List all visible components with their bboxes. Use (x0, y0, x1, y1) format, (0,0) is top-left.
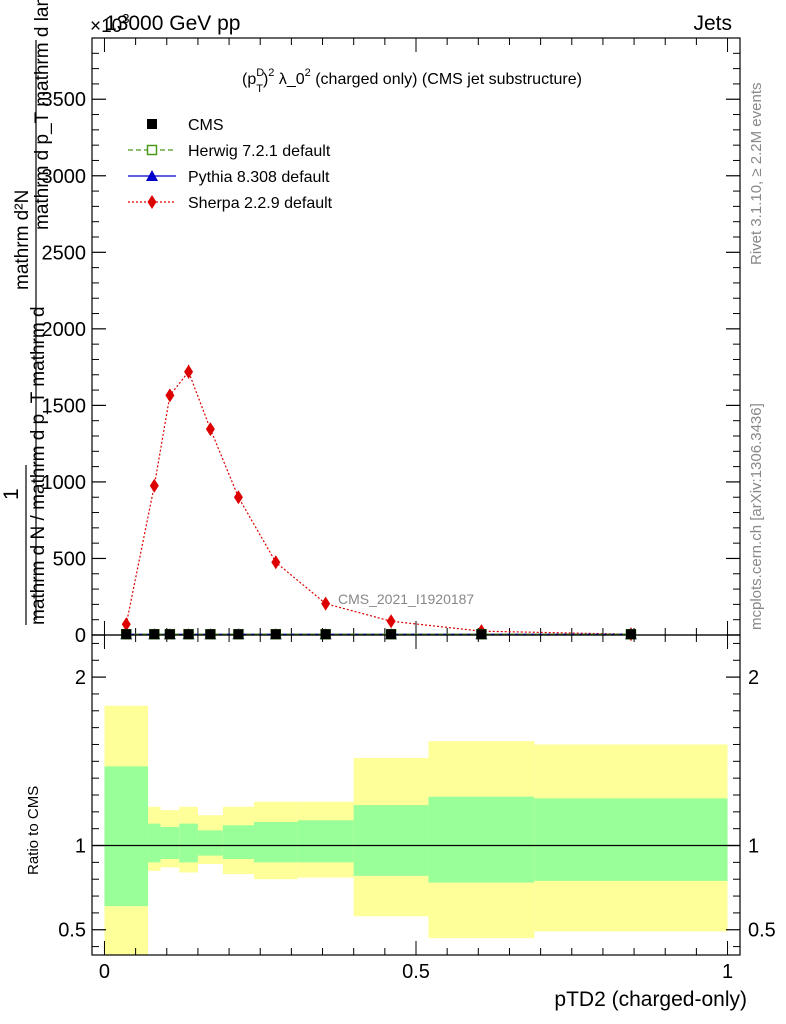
legend-label: CMS (188, 117, 224, 134)
ratio-band-inner (428, 796, 535, 883)
ratio-band-inner (197, 830, 223, 856)
ylabel-mid: 1 (0, 488, 23, 500)
header-right: Jets (693, 12, 732, 35)
ratio-ytick-label-right: 0.5 (748, 920, 776, 942)
ratio-band-inner (297, 820, 354, 863)
upper-ticks: 0 500 1000 1500 2000 2500 3000 3500 (42, 38, 740, 647)
header-left: 13000 GeV pp (105, 12, 240, 35)
legend-marker (146, 144, 158, 156)
data-point (205, 629, 216, 640)
rivet-label: Rivet 3.1.10, ≥ 2.2M events (748, 83, 765, 266)
ratio-band-inner (254, 821, 298, 863)
ytick-label: 1500 (42, 395, 87, 417)
xtick-label: 1 (722, 961, 733, 983)
legend-marker (147, 195, 157, 209)
legend-marker (146, 170, 158, 181)
exponent-label: ×103 (90, 11, 129, 37)
ratio-ytick-label-right: 1 (748, 836, 759, 858)
data-point (164, 629, 175, 640)
ratio-band-inner (353, 805, 429, 876)
xtick-label: 0.5 (402, 961, 430, 983)
ratio-ytick-label: 2 (75, 667, 86, 689)
data-point (149, 478, 159, 493)
ytick-label: 0 (75, 625, 86, 647)
ytick-label: 3000 (42, 166, 87, 188)
ratio-band-inner (104, 766, 149, 907)
data-point (121, 617, 131, 632)
data-point (121, 629, 132, 640)
data-point (386, 629, 397, 640)
data-point (149, 629, 160, 640)
xtick-label: 0 (99, 961, 110, 983)
data-point (233, 490, 243, 505)
ytick-label: 1000 (42, 472, 87, 494)
ratio-ylabel: Ratio to CMS (25, 786, 42, 875)
ratio-ytick-label-right: 2 (748, 667, 759, 689)
series-line (125, 370, 631, 635)
ylabel-bottom: mathrm d N / mathrm d p_T mathrm d (28, 306, 49, 625)
upper-ylabel: mathrm d²N mathrm d p_T mathrm d lambda … (0, 0, 53, 625)
ytick-label: 2000 (42, 319, 87, 341)
data-point (205, 422, 215, 437)
upper-title: (pD T)2 λ_02 (charged only) (CMS jet subs… (242, 67, 582, 95)
ratio-band-inner (160, 827, 180, 859)
data-point (183, 629, 194, 640)
legend-label: Sherpa 2.2.9 default (188, 195, 333, 212)
ratio-band-inner (534, 798, 728, 881)
legend: CMS Herwig 7.2.1 default Pythia 8.308 defa… (128, 117, 333, 212)
ylabel-top-right: mathrm d p_T mathrm d lambda (32, 0, 53, 230)
ratio-band-inner (222, 825, 254, 859)
ratio-band-inner (179, 823, 198, 863)
ratio-band-inner (148, 823, 161, 863)
legend-label: Herwig 7.2.1 default (188, 143, 331, 160)
data-point (165, 388, 175, 403)
lower-ticks: 0.5 0.5 1 1 2 2 0 0.5 1 (58, 635, 776, 983)
data-point (320, 629, 331, 640)
data-point (233, 629, 244, 640)
x-axis-label: pTD2 (charged-only) (554, 988, 747, 1011)
ytick-label: 3500 (42, 89, 87, 111)
data-point (270, 629, 281, 640)
ylabel-top: mathrm d²N (12, 190, 33, 290)
data-point (321, 596, 331, 611)
analysis-watermark: CMS_2021_I1920187 (338, 591, 474, 607)
data-point (625, 629, 636, 640)
legend-marker (147, 119, 157, 129)
data-point (184, 364, 194, 379)
data-point (476, 629, 487, 640)
data-point (271, 555, 281, 570)
ratio-ytick-label: 0.5 (58, 920, 86, 942)
data-point (386, 614, 396, 629)
ratio-bands (104, 705, 728, 955)
ratio-ytick-label: 1 (75, 836, 86, 858)
legend-label: Pythia 8.308 default (188, 169, 330, 186)
ytick-label: 500 (53, 548, 86, 570)
ytick-label: 2500 (42, 242, 87, 264)
mcplots-label: mcplots.cern.ch [arXiv:1306.3436] (748, 403, 765, 630)
